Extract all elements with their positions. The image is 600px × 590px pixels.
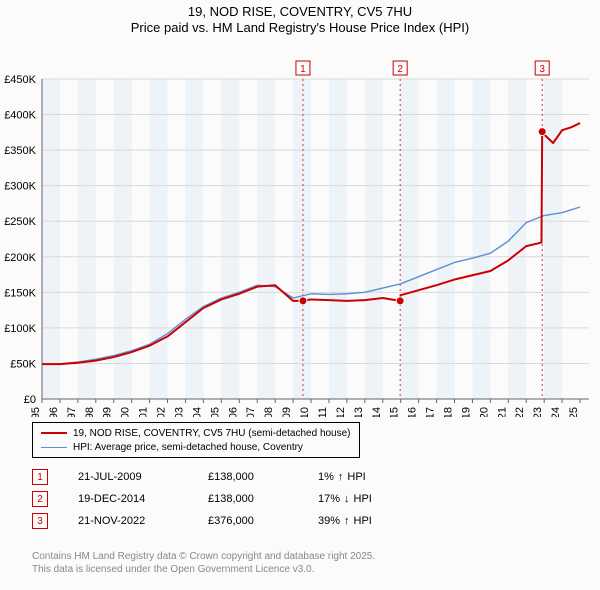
y-axis-label: £350K <box>4 145 36 157</box>
x-axis-label: 2000 <box>120 407 132 417</box>
x-axis-label: 2017 <box>425 407 437 417</box>
x-axis-label: 2020 <box>478 407 490 417</box>
y-axis-label: £50K <box>10 358 36 370</box>
x-axis-label: 2001 <box>138 407 150 417</box>
x-axis-label: 2025 <box>568 407 580 417</box>
event-row: 1 21-JUL-2009£138,0001%↑HPI <box>32 466 372 488</box>
x-axis-label: 2018 <box>442 407 454 417</box>
attribution-footer: Contains HM Land Registry data © Crown c… <box>32 550 375 576</box>
event-price: £376,000 <box>208 515 318 527</box>
x-axis-label: 2014 <box>371 407 383 417</box>
footer-line-2: This data is licensed under the Open Gov… <box>32 563 375 576</box>
y-axis-label: £200K <box>4 251 36 263</box>
x-axis-label: 2008 <box>263 407 275 417</box>
arrow-up-icon: ↑ <box>344 515 350 527</box>
y-axis-label: £150K <box>4 287 36 299</box>
x-axis-label: 2003 <box>173 407 185 417</box>
event-marker: 1 <box>32 469 48 485</box>
event-delta: 39%↑HPI <box>318 515 372 527</box>
footer-line-1: Contains HM Land Registry data © Crown c… <box>32 550 375 563</box>
chart-marker-label: 1 <box>300 64 306 75</box>
x-axis-label: 2011 <box>317 407 329 417</box>
x-axis-label: 2007 <box>245 407 257 417</box>
y-axis-label: £400K <box>4 109 36 121</box>
x-axis-label: 1998 <box>84 407 96 417</box>
event-row: 3 21-NOV-2022£376,00039%↑HPI <box>32 510 372 532</box>
event-delta: 17%↓HPI <box>318 493 372 505</box>
x-axis-label: 2024 <box>550 407 562 417</box>
legend-swatch <box>41 432 67 434</box>
event-marker: 2 <box>32 491 48 507</box>
x-axis-label: 2004 <box>191 407 203 417</box>
x-axis-label: 2005 <box>209 407 221 417</box>
arrow-up-icon: ↑ <box>338 471 344 483</box>
chart-title-line-1: 19, NOD RISE, COVENTRY, CV5 7HU <box>0 0 600 20</box>
legend-swatch <box>41 447 67 448</box>
event-price: £138,000 <box>208 493 318 505</box>
x-axis-label: 2002 <box>156 407 168 417</box>
x-axis-label: 2022 <box>514 407 526 417</box>
chart-marker-label: 3 <box>539 64 545 75</box>
event-row: 2 19-DEC-2014£138,00017%↓HPI <box>32 488 372 510</box>
legend-item: 19, NOD RISE, COVENTRY, CV5 7HU (semi-de… <box>41 426 351 440</box>
x-axis-label: 2009 <box>281 407 293 417</box>
y-axis-label: £100K <box>4 322 36 334</box>
x-axis-label: 1996 <box>48 407 60 417</box>
event-price: £138,000 <box>208 471 318 483</box>
x-axis-label: 1999 <box>102 407 114 417</box>
legend-item: HPI: Average price, semi-detached house,… <box>41 440 351 454</box>
x-axis-label: 2006 <box>227 407 239 417</box>
legend-label: HPI: Average price, semi-detached house,… <box>73 442 303 453</box>
event-date: 21-JUL-2009 <box>78 471 208 483</box>
x-axis-label: 2016 <box>407 407 419 417</box>
event-marker: 3 <box>32 513 48 529</box>
y-axis-label: £250K <box>4 216 36 228</box>
y-axis-label: £300K <box>4 180 36 192</box>
legend-label: 19, NOD RISE, COVENTRY, CV5 7HU (semi-de… <box>73 428 351 439</box>
x-axis-label: 2015 <box>389 407 401 417</box>
x-axis-label: 1997 <box>66 407 78 417</box>
chart-marker-label: 2 <box>397 64 403 75</box>
x-axis-label: 2013 <box>353 407 365 417</box>
x-axis-label: 2021 <box>496 407 508 417</box>
legend: 19, NOD RISE, COVENTRY, CV5 7HU (semi-de… <box>32 422 360 458</box>
price-chart: £0 £50K £100K £150K £200K £250K £300K £350K £400… <box>0 37 600 417</box>
chart-title-line-2: Price paid vs. HM Land Registry's House … <box>0 20 600 36</box>
x-axis-label: 1995 <box>30 407 42 417</box>
events-table: 1 21-JUL-2009£138,0001%↑HPI 2 19-DEC-2014£1… <box>32 466 372 532</box>
x-axis-label: 2023 <box>532 407 544 417</box>
x-axis-label: 2010 <box>299 407 311 417</box>
event-date: 19-DEC-2014 <box>78 493 208 505</box>
x-axis-label: 2019 <box>460 407 472 417</box>
y-axis-label: £450K <box>4 74 36 86</box>
chart-page: 19, NOD RISE, COVENTRY, CV5 7HU Price pa… <box>0 0 600 590</box>
event-delta: 1%↑HPI <box>318 471 366 483</box>
y-axis-label: £0 <box>24 394 36 406</box>
event-date: 21-NOV-2022 <box>78 515 208 527</box>
x-axis-label: 2012 <box>335 407 347 417</box>
arrow-down-icon: ↓ <box>344 493 350 505</box>
